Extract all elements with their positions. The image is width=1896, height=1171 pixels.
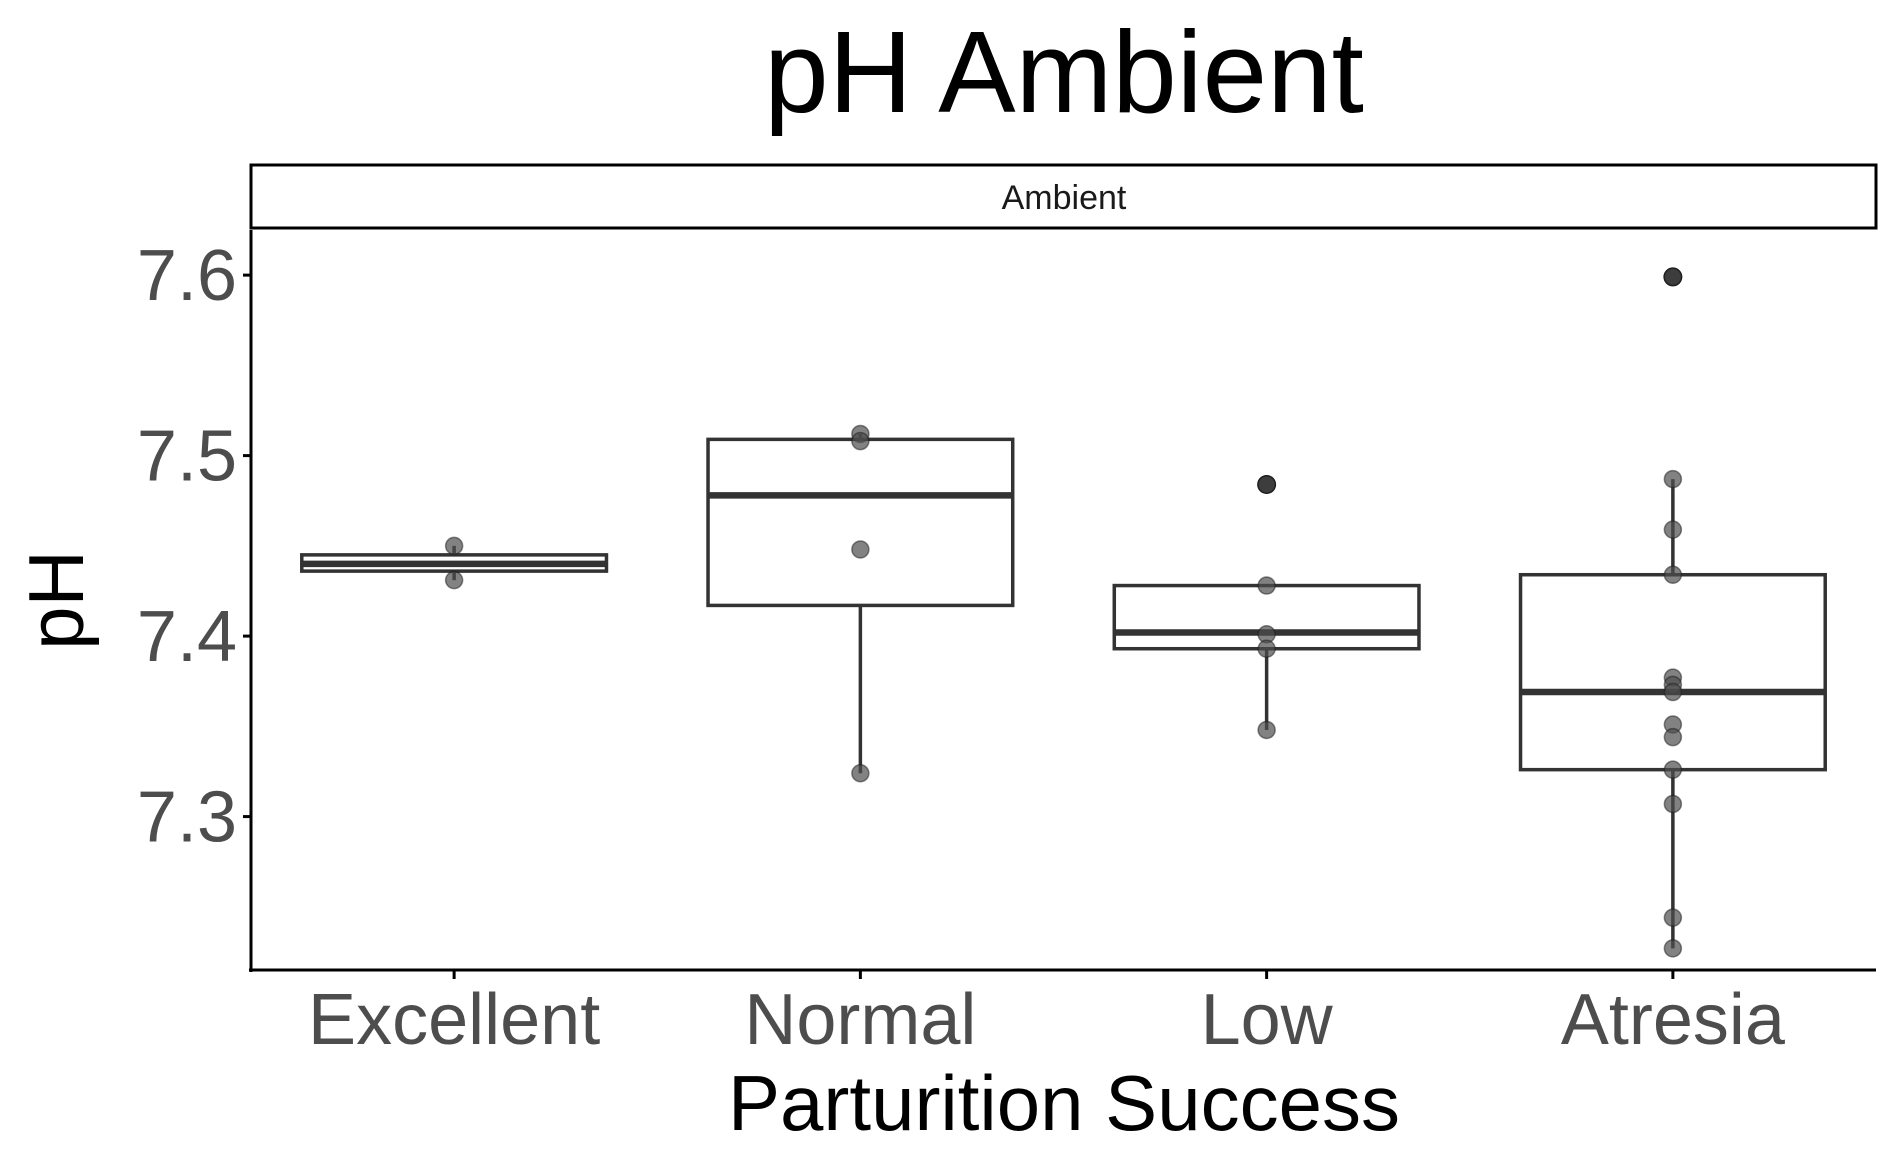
data-point [1663, 908, 1683, 927]
data-point [1663, 939, 1683, 958]
points-low [1257, 475, 1276, 740]
y-axis-title: pH [12, 550, 100, 650]
data-point [1663, 469, 1683, 489]
y-axis-ticks: 7.3 7.4 7.5 7.6 [137, 236, 251, 858]
data-point [444, 536, 464, 556]
data-point [1663, 682, 1683, 702]
data-point [851, 764, 870, 783]
data-point [1663, 520, 1683, 539]
data-point [1257, 720, 1276, 740]
x-tick-label: Normal [744, 980, 976, 1060]
box-rect [706, 437, 1015, 608]
data-point [444, 570, 464, 590]
data-point [1663, 760, 1683, 779]
y-tick-label: 7.3 [137, 778, 237, 858]
data-point [1257, 576, 1276, 595]
box-atresia [1518, 267, 1827, 949]
data-point [1663, 727, 1683, 747]
data-point [1257, 639, 1276, 658]
facet-strip [249, 163, 1878, 230]
x-tick-label: Atresia [1561, 980, 1786, 1060]
points-normal [851, 424, 870, 783]
data-point [1663, 794, 1683, 814]
chart-title: pH Ambient [764, 7, 1364, 137]
x-tick-label: Excellent [308, 980, 600, 1060]
data-point [1663, 267, 1683, 287]
x-tick-label: Low [1201, 980, 1334, 1060]
y-tick-label: 7.4 [137, 597, 237, 677]
box-low [1112, 474, 1421, 730]
box-normal [706, 433, 1015, 774]
data-point [1663, 565, 1683, 584]
y-tick-label: 7.5 [137, 417, 237, 497]
x-axis-ticks: Excellent Normal Low Atresia [308, 970, 1786, 1060]
data-point [851, 540, 870, 559]
points-excellent [444, 536, 464, 590]
x-axis-title: Parturition Success [728, 1059, 1400, 1147]
data-point [1257, 475, 1276, 494]
facet-strip-label: Ambient [1002, 179, 1127, 217]
data-point [851, 431, 870, 451]
y-tick-label: 7.6 [137, 236, 237, 316]
points-atresia [1663, 267, 1683, 958]
plot-area [300, 267, 1827, 958]
